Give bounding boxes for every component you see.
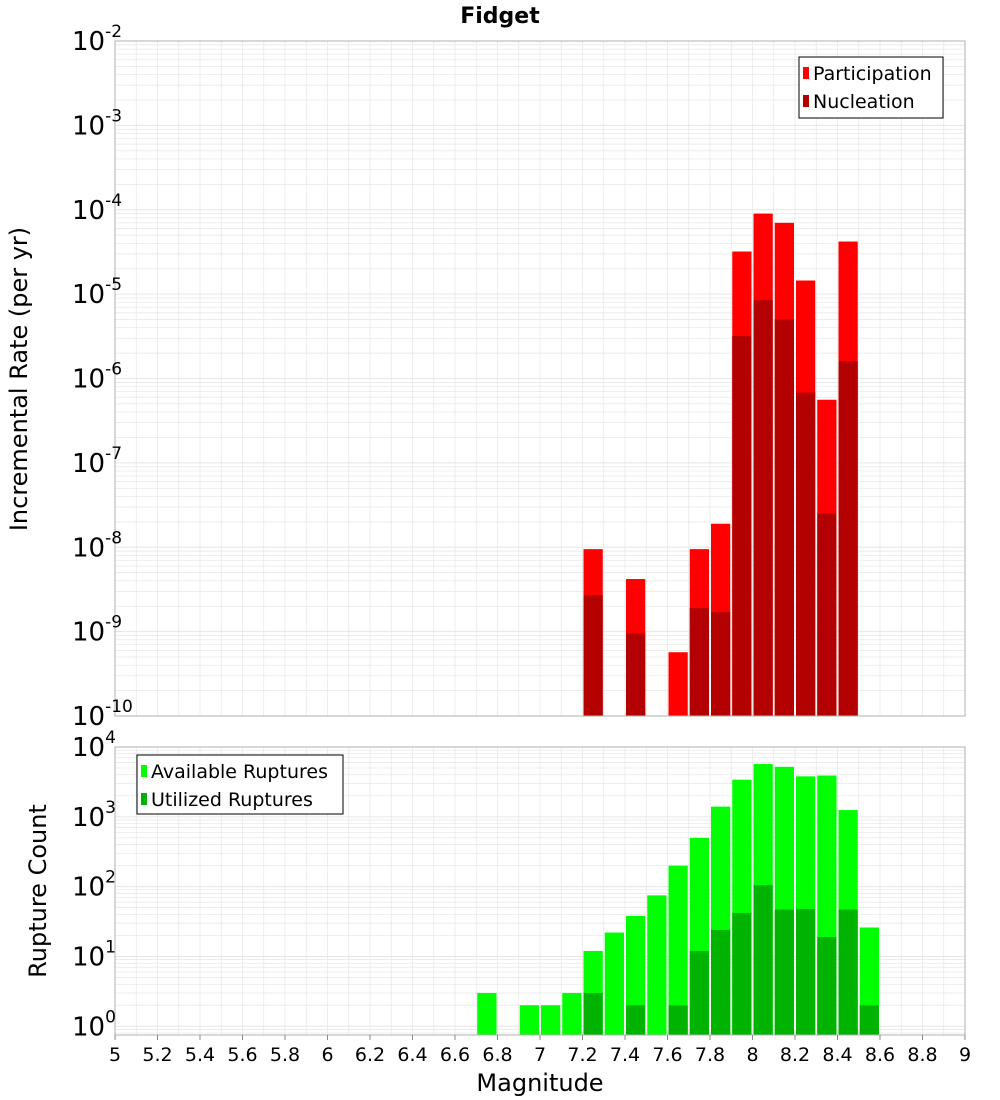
count-panel: 100 101 102 103 104 Available Ruptures Utilize… <box>72 728 966 1042</box>
x-tick-label: 5.4 <box>185 1044 215 1066</box>
top-legend: Participation Nucleation <box>798 56 944 119</box>
bar <box>477 992 497 1035</box>
x-tick-label: 8.8 <box>907 1044 937 1066</box>
bar <box>583 595 603 716</box>
bar <box>817 936 837 1035</box>
x-tick-label: 9 <box>959 1044 971 1066</box>
x-tick-label: 5.8 <box>270 1044 300 1066</box>
legend-swatch <box>803 67 809 79</box>
x-tick-label: 8.4 <box>822 1044 852 1066</box>
legend-label: Nucleation <box>813 91 915 113</box>
x-tick-label: 5.2 <box>142 1044 172 1066</box>
bar <box>753 300 773 716</box>
legend-box <box>798 56 944 119</box>
legend-box <box>136 754 344 815</box>
bar <box>626 915 646 1035</box>
y-tick-label: 10-9 <box>72 613 122 648</box>
chart-title: Fidget <box>460 4 540 29</box>
bar <box>668 865 688 1035</box>
bar <box>541 1005 561 1035</box>
y-tick-label: 10-8 <box>72 528 122 563</box>
bar <box>711 612 731 716</box>
y-tick-label: 101 <box>72 937 116 972</box>
y-tick-label: 10-3 <box>72 106 122 141</box>
bar <box>732 912 752 1035</box>
bar <box>859 1005 879 1035</box>
bottom-legend: Available Ruptures Utilized Ruptures <box>136 754 344 815</box>
bar <box>796 392 816 716</box>
top-plot-frame <box>114 40 966 717</box>
x-ticks: 5 5.2 5.4 5.6 5.8 6 6.2 6.4 6.6 6.8 7 7.2 7.4 7.6 7.8 8… <box>109 1035 971 1066</box>
y-tick-label: 10-10 <box>72 697 133 732</box>
bar <box>604 932 624 1035</box>
bar <box>753 885 773 1035</box>
x-tick-label: 7 <box>534 1044 546 1066</box>
top-y-ticks: 10-10 10-9 10-8 10-7 10-6 10-5 10-4 10-3 10-2 <box>72 22 133 732</box>
x-tick-label: 8.6 <box>865 1044 895 1066</box>
x-tick-label: 6.4 <box>397 1044 427 1066</box>
x-tick-label: 6.8 <box>482 1044 512 1066</box>
y-tick-label: 100 <box>72 1007 116 1042</box>
bar <box>519 1005 539 1035</box>
bar <box>626 633 646 716</box>
x-tick-label: 7.2 <box>567 1044 597 1066</box>
x-axis-label: Magnitude <box>476 1069 603 1097</box>
y-tick-label: 103 <box>72 798 116 833</box>
y-tick-label: 10-7 <box>72 444 122 479</box>
top-y-axis-label: Incremental Rate (per yr) <box>5 227 33 531</box>
x-tick-label: 6.2 <box>355 1044 385 1066</box>
bar <box>689 608 709 716</box>
bar <box>774 909 794 1035</box>
bar <box>796 908 816 1035</box>
series-utilized-ruptures <box>583 885 879 1035</box>
y-tick-label: 10-5 <box>72 275 122 310</box>
legend-label: Available Ruptures <box>151 761 328 783</box>
x-tick-label: 7.6 <box>652 1044 682 1066</box>
bar <box>838 909 858 1035</box>
bar <box>668 1005 688 1035</box>
bottom-y-ticks: 100 101 102 103 104 <box>72 728 116 1042</box>
bar <box>732 335 752 716</box>
y-tick-label: 104 <box>72 728 116 763</box>
bar <box>647 895 667 1035</box>
bar <box>668 652 688 716</box>
rate-panel: 10-10 10-9 10-8 10-7 10-6 10-5 10-4 10-3 10-2 Par… <box>72 22 966 732</box>
bar <box>774 319 794 716</box>
y-tick-label: 10-6 <box>72 360 122 395</box>
bar <box>817 513 837 716</box>
legend-label: Utilized Ruptures <box>151 789 313 811</box>
bar <box>838 361 858 716</box>
x-tick-label: 6 <box>321 1044 333 1066</box>
bar <box>711 929 731 1035</box>
x-tick-label: 5.6 <box>227 1044 257 1066</box>
bar <box>689 950 709 1035</box>
legend-label: Participation <box>813 63 932 85</box>
y-tick-label: 10-4 <box>72 191 122 226</box>
bar <box>626 1005 646 1035</box>
legend-swatch <box>141 793 147 805</box>
x-tick-label: 6.6 <box>440 1044 470 1066</box>
x-tick-label: 8 <box>746 1044 758 1066</box>
x-tick-label: 8.2 <box>780 1044 810 1066</box>
bottom-y-axis-label: Rupture Count <box>24 804 52 978</box>
top-grid <box>114 41 966 717</box>
x-tick-label: 7.8 <box>695 1044 725 1066</box>
bar <box>583 992 603 1035</box>
legend-swatch <box>141 765 147 777</box>
y-tick-label: 10-2 <box>72 22 122 57</box>
legend-swatch <box>803 95 809 107</box>
series-nucleation <box>583 300 858 716</box>
y-tick-label: 102 <box>72 868 116 903</box>
x-tick-label: 5 <box>109 1044 121 1066</box>
bar <box>562 992 582 1035</box>
x-tick-label: 7.4 <box>610 1044 640 1066</box>
